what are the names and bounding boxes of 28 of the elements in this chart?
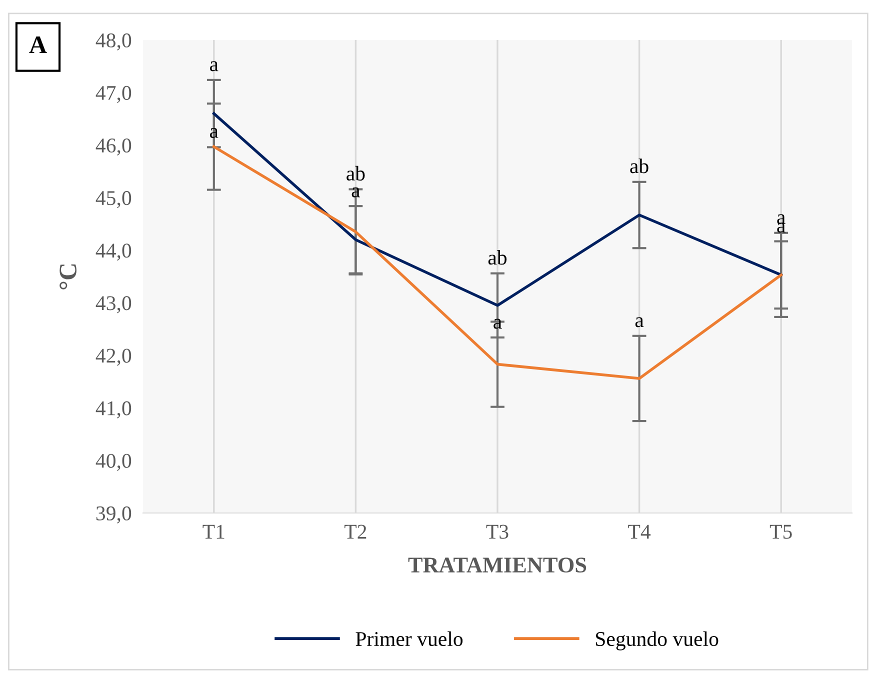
y-tick-label: 44,0 <box>96 244 132 261</box>
text: A <box>29 36 47 54</box>
y-tick-label: 45,0 <box>96 191 132 208</box>
annotation: a <box>210 128 218 138</box>
annotation: ab <box>630 158 648 174</box>
annotation: ab <box>346 166 365 181</box>
annotation: a <box>494 318 502 329</box>
x-tick-label: T3 <box>486 524 508 539</box>
x-tick-label: T4 <box>628 524 651 539</box>
y-axis-title: °C <box>60 264 76 290</box>
annotation: a <box>210 61 218 72</box>
annotation: a <box>635 317 644 328</box>
legend-label: Segundo vuelo <box>596 631 718 650</box>
y-tick-label: 43,0 <box>96 296 132 314</box>
legend-label: Primer vuelo <box>356 631 463 646</box>
annotation: ab <box>488 250 507 265</box>
y-tick-label: 46,0 <box>96 138 132 156</box>
x-tick-label: T5 <box>770 524 792 539</box>
y-tick-label: 42,0 <box>96 348 132 366</box>
y-tick-label: 47,0 <box>96 86 132 103</box>
x-axis-title: TRATAMIENTOS <box>408 558 586 573</box>
y-tick-label: 39,0 <box>96 506 132 524</box>
annotation: a <box>352 187 360 198</box>
y-tick-label: 41,0 <box>96 401 132 418</box>
y-tick-label: 40,0 <box>96 454 132 471</box>
x-tick-label: T1 <box>202 524 224 539</box>
x-tick-label: T2 <box>344 524 366 539</box>
y-tick-label: 48,0 <box>96 33 132 50</box>
